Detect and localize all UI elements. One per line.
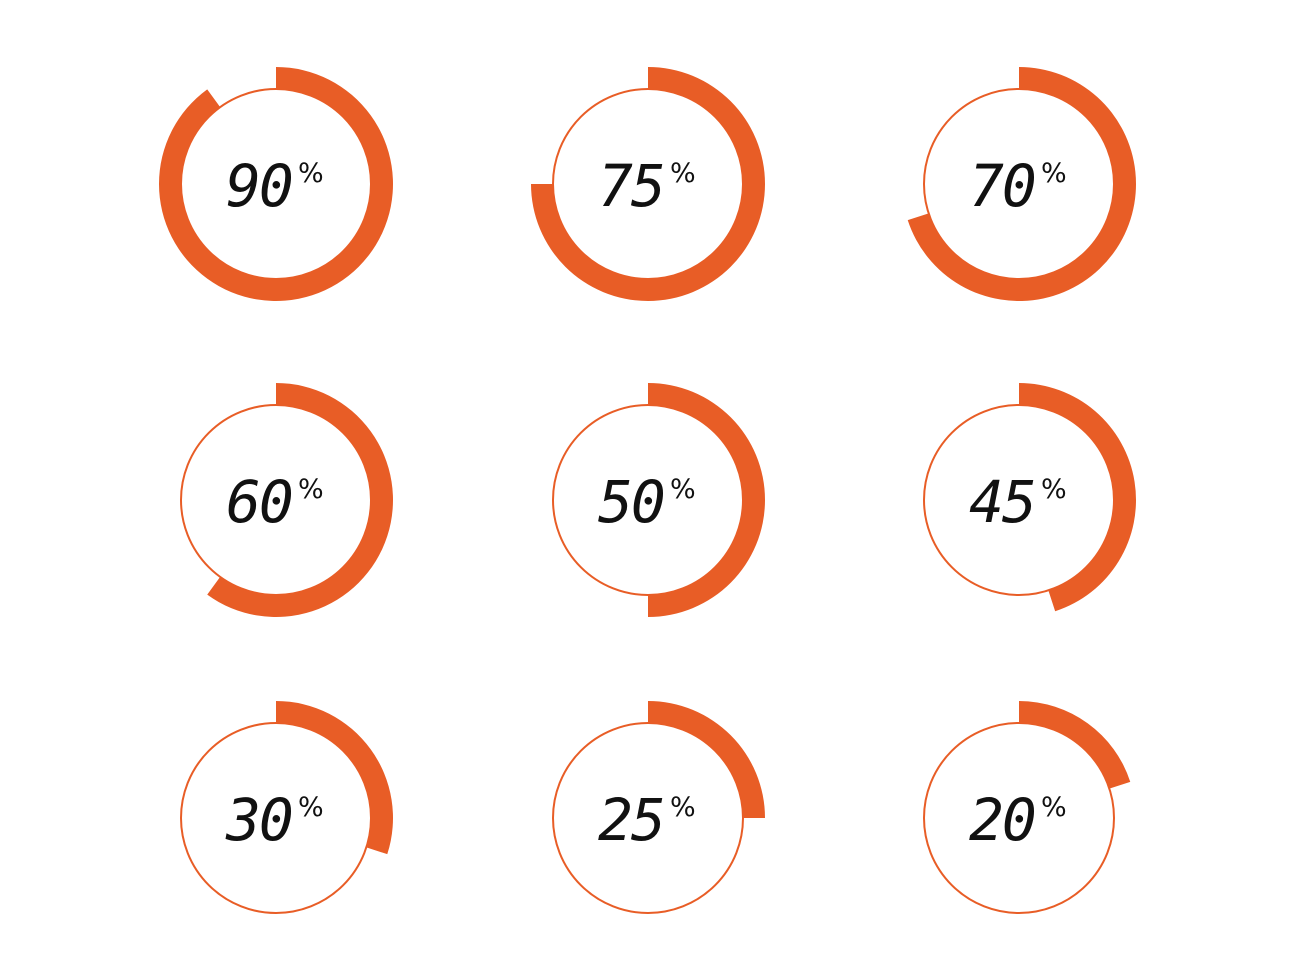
gauge-percent-sign: % bbox=[1041, 792, 1067, 823]
gauge-progress-arc bbox=[648, 701, 765, 818]
gauge-value-label: 90 bbox=[226, 152, 292, 220]
gauge-percent-sign: % bbox=[670, 158, 696, 189]
gauge-progress-arc bbox=[207, 383, 394, 617]
progress-gauge-90: 90% bbox=[158, 67, 393, 302]
gauge-percent-sign: % bbox=[298, 792, 324, 823]
progress-gauge-70: 70% bbox=[907, 67, 1137, 301]
gauge-value-label: 70 bbox=[969, 152, 1035, 220]
gauge-percent-sign: % bbox=[670, 792, 696, 823]
gauge-value-label: 60 bbox=[226, 468, 292, 536]
gauge-value-label: 30 bbox=[225, 786, 292, 854]
gauge-progress-arc bbox=[1019, 383, 1137, 612]
gauge-percent-sign: % bbox=[298, 474, 324, 505]
gauge-percent-sign: % bbox=[670, 474, 696, 505]
gauge-progress-arc bbox=[276, 701, 393, 855]
progress-gauge-25: 25% bbox=[552, 701, 765, 914]
progress-gauge-20: 20% bbox=[923, 701, 1131, 914]
gauge-value-label: 20 bbox=[969, 786, 1035, 854]
progress-gauge-75: 75% bbox=[531, 67, 765, 301]
gauge-value-label: 45 bbox=[969, 468, 1035, 536]
gauge-percent-sign: % bbox=[1041, 474, 1067, 505]
progress-gauge-50: 50% bbox=[552, 383, 765, 617]
progress-gauge-30: 30% bbox=[180, 701, 393, 914]
gauge-value-label: 75 bbox=[598, 152, 664, 220]
gauge-percent-sign: % bbox=[1041, 158, 1067, 189]
gauge-value-label: 25 bbox=[598, 786, 664, 854]
progress-gauge-60: 60% bbox=[180, 383, 394, 617]
gauge-progress-arc bbox=[1019, 701, 1131, 789]
gauge-value-label: 50 bbox=[598, 468, 664, 536]
gauge-progress-arc bbox=[648, 383, 765, 617]
progress-gauge-45: 45% bbox=[923, 383, 1137, 612]
gauge-percent-sign: % bbox=[298, 158, 324, 189]
